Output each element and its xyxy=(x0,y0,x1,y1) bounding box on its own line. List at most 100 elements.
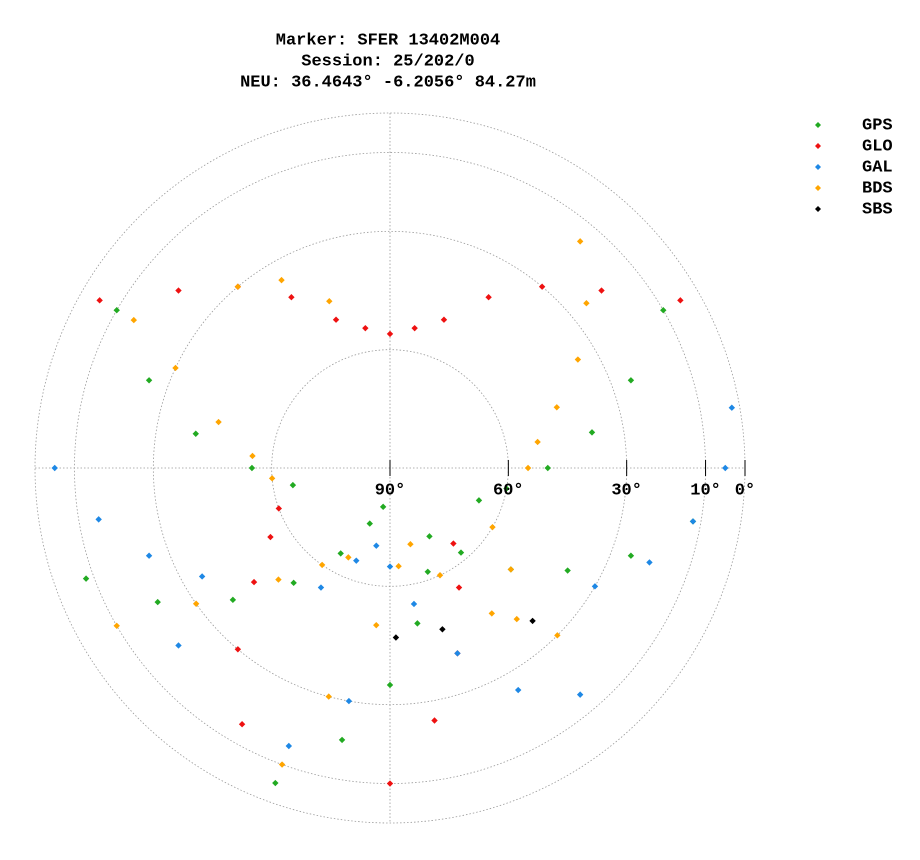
sky-point xyxy=(145,377,153,384)
sky-point xyxy=(51,464,58,472)
r-tick-label: 90° xyxy=(375,481,406,500)
sky-point xyxy=(96,297,103,304)
sky-point xyxy=(426,533,433,540)
sky-point xyxy=(353,557,360,564)
sky-point xyxy=(407,541,414,548)
sky-point xyxy=(198,573,206,580)
sky-point xyxy=(392,634,400,641)
sky-point xyxy=(285,742,293,750)
sky-point xyxy=(529,617,536,625)
sky-point xyxy=(588,429,596,436)
legend-label: BDS xyxy=(862,179,893,198)
sky-point xyxy=(192,430,199,437)
sky-point xyxy=(431,717,438,724)
sky-point xyxy=(457,549,465,556)
legend-marker xyxy=(815,122,821,128)
sky-point xyxy=(250,578,258,586)
sky-point xyxy=(439,626,446,633)
legend-label: GLO xyxy=(862,137,893,156)
sky-point xyxy=(234,283,242,290)
sky-point xyxy=(488,610,496,617)
sky-point xyxy=(576,691,584,698)
legend-marker xyxy=(815,185,821,191)
sky-point xyxy=(248,464,256,472)
sky-point xyxy=(386,563,394,570)
sky-point xyxy=(386,780,394,787)
r-tick-label: 10° xyxy=(690,481,721,500)
sky-point xyxy=(646,559,653,566)
sky-point xyxy=(524,464,532,472)
sky-point xyxy=(507,566,515,573)
sky-point xyxy=(332,316,340,323)
sky-point xyxy=(272,779,279,787)
sky-point xyxy=(82,575,90,582)
sky-point xyxy=(728,404,736,411)
sky-point xyxy=(538,283,546,290)
r-tick-label: 60° xyxy=(493,481,524,500)
sky-point xyxy=(215,418,222,426)
sky-point xyxy=(345,697,353,705)
sky-point xyxy=(95,516,102,523)
sky-point xyxy=(234,646,242,653)
sky-point xyxy=(485,294,492,301)
sky-point xyxy=(475,497,483,504)
r-tick-label: 30° xyxy=(611,481,642,500)
legend-label: GAL xyxy=(862,158,893,177)
sky-point xyxy=(275,505,283,512)
legend-label: SBS xyxy=(862,200,893,219)
sky-point xyxy=(278,761,286,768)
sky-point xyxy=(454,650,461,657)
sky-point xyxy=(440,316,448,323)
sky-point xyxy=(424,568,431,575)
sky-point xyxy=(554,632,561,639)
legend-marker xyxy=(815,206,821,212)
sky-point xyxy=(598,287,605,294)
sky-point xyxy=(627,377,635,384)
sky-point xyxy=(553,404,560,411)
sky-point xyxy=(289,481,297,489)
sky-point xyxy=(373,621,380,629)
sky-point xyxy=(175,287,182,294)
sky-point xyxy=(238,720,246,728)
sky-point xyxy=(450,540,457,547)
sky-point xyxy=(337,550,344,557)
sky-point xyxy=(534,438,541,446)
sky-point xyxy=(154,598,161,606)
chart-title: Marker: SFER 13402M004 xyxy=(276,31,500,50)
sky-point xyxy=(326,298,333,305)
sky-point xyxy=(395,563,402,570)
sky-point xyxy=(130,316,138,324)
sky-point xyxy=(627,552,635,559)
sky-point xyxy=(386,681,394,689)
sky-point xyxy=(338,736,346,744)
sky-point xyxy=(722,464,729,472)
sky-point xyxy=(576,238,584,245)
sky-point xyxy=(175,642,182,649)
sky-point xyxy=(574,356,582,363)
sky-point xyxy=(455,584,463,591)
sky-point xyxy=(275,576,282,583)
r-tick-label: 0° xyxy=(735,481,755,500)
sky-point xyxy=(113,307,120,314)
sky-point xyxy=(192,600,200,607)
sky-point xyxy=(660,307,667,314)
sky-point xyxy=(689,518,697,525)
sky-point xyxy=(145,552,153,559)
sky-point xyxy=(229,596,237,604)
sky-point xyxy=(513,615,520,623)
sky-point xyxy=(113,622,120,629)
legend-marker xyxy=(815,143,821,149)
sky-point xyxy=(288,294,295,301)
sky-point xyxy=(325,693,332,700)
sky-point xyxy=(489,523,496,531)
sky-point xyxy=(564,567,571,574)
sky-point xyxy=(436,572,444,579)
sky-point xyxy=(366,520,373,527)
sky-point xyxy=(290,579,297,587)
sky-point xyxy=(410,600,418,608)
chart-title: Session: 25/202/0 xyxy=(301,52,474,71)
sky-point xyxy=(544,464,551,472)
sky-point xyxy=(268,475,276,482)
sky-point xyxy=(386,330,394,338)
